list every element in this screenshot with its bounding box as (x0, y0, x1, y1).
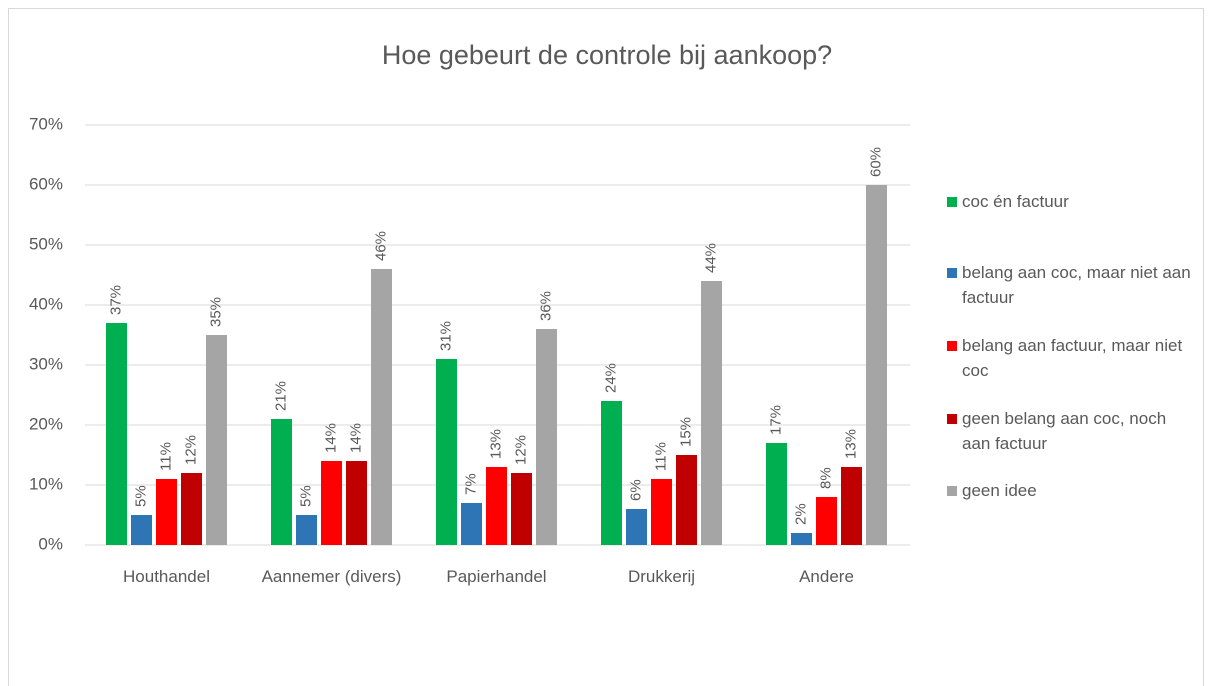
y-tick-label: 10% (29, 474, 63, 493)
x-tick-label: Houthandel (123, 567, 210, 586)
bar (766, 443, 787, 545)
value-label: 44% (702, 243, 719, 273)
bar (131, 515, 152, 545)
y-tick-label: 70% (29, 114, 63, 133)
x-tick-label: Drukkerij (627, 567, 696, 586)
y-tick-label: 50% (29, 234, 63, 253)
bar (816, 497, 837, 545)
chart-border (8, 8, 1204, 686)
value-label: 36% (537, 291, 554, 321)
x-tick-label: Andere (799, 567, 854, 586)
value-label: 12% (182, 435, 199, 465)
y-tick-label: 30% (29, 354, 63, 373)
bar (206, 335, 227, 545)
bar (866, 185, 887, 545)
bar (791, 533, 812, 545)
bar (651, 479, 672, 545)
legend-label: coc én factuur (962, 192, 1069, 211)
y-tick-label: 60% (29, 174, 63, 193)
value-label: 15% (677, 417, 694, 447)
value-label: 17% (767, 405, 784, 435)
legend-item: geen belang aan coc, noch aan factuur (947, 406, 1197, 456)
bar (601, 401, 622, 545)
x-tick-label: Papierhandel (446, 567, 547, 586)
bar (321, 461, 342, 545)
chart-title: Hoe gebeurt de controle bij aankoop? (382, 40, 832, 70)
legend-item: belang aan coc, maar niet aan factuur (947, 260, 1197, 310)
bar (626, 509, 647, 545)
bar (701, 281, 722, 545)
value-label: 31% (437, 321, 454, 351)
legend-label: belang aan coc, maar niet aan factuur (962, 263, 1191, 307)
value-label: 2% (792, 503, 809, 525)
legend-item: coc én factuur (947, 189, 1197, 214)
value-label: 7% (462, 473, 479, 495)
value-label: 13% (487, 429, 504, 459)
value-label: 24% (602, 363, 619, 393)
legend-label: geen belang aan coc, noch aan factuur (962, 409, 1167, 453)
legend-item: belang aan factuur, maar niet coc (947, 333, 1197, 383)
value-label: 6% (627, 479, 644, 501)
value-label: 11% (652, 442, 669, 471)
bar (676, 455, 697, 545)
bar (371, 269, 392, 545)
bar (346, 461, 367, 545)
legend-swatch (947, 486, 957, 496)
bar (486, 467, 507, 545)
value-label: 13% (842, 429, 859, 459)
bar (106, 323, 127, 545)
y-tick-label: 40% (29, 294, 63, 313)
legend-swatch (947, 341, 957, 351)
legend-label: geen idee (962, 481, 1037, 500)
legend-swatch (947, 414, 957, 424)
value-label: 5% (132, 485, 149, 507)
legend-label: belang aan factuur, maar niet coc (962, 336, 1183, 380)
bar (461, 503, 482, 545)
bar (296, 515, 317, 545)
legend-swatch (947, 197, 957, 207)
bar (536, 329, 557, 545)
bar (271, 419, 292, 545)
value-label: 37% (107, 285, 124, 315)
bar (436, 359, 457, 545)
y-tick-label: 20% (29, 414, 63, 433)
value-label: 60% (867, 147, 884, 177)
legend-swatch (947, 268, 957, 278)
value-label: 21% (272, 381, 289, 411)
value-label: 12% (512, 435, 529, 465)
legend-item: geen idee (947, 478, 1197, 503)
value-label: 35% (207, 297, 224, 327)
value-label: 11% (157, 442, 174, 471)
value-label: 14% (322, 423, 339, 453)
bar (156, 479, 177, 545)
bar (181, 473, 202, 545)
x-tick-label: Aannemer (divers) (261, 567, 402, 586)
value-label: 14% (347, 423, 364, 453)
y-tick-label: 0% (38, 534, 63, 553)
bar (841, 467, 862, 545)
bar (511, 473, 532, 545)
value-label: 5% (297, 485, 314, 507)
value-label: 8% (817, 467, 834, 489)
value-label: 46% (372, 231, 389, 261)
